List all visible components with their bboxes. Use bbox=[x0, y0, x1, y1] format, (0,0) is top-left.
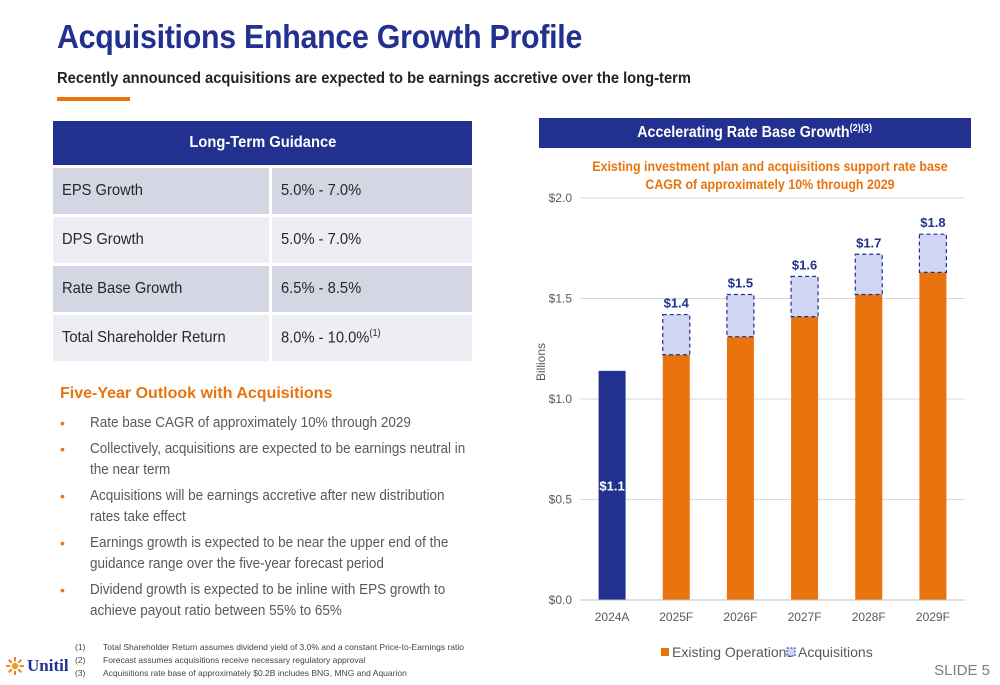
guidance-table-header: Long-Term Guidance bbox=[53, 121, 472, 165]
legend-swatch-existing bbox=[661, 648, 669, 656]
guidance-value: 6.5% - 8.5% bbox=[281, 280, 362, 297]
bar-existing-operations bbox=[662, 354, 690, 600]
bar-existing-operations bbox=[919, 272, 947, 600]
bar-acquisitions bbox=[790, 275, 819, 318]
list-item: • Dividend growth is expected to be inlin… bbox=[60, 582, 446, 619]
bar-existing-operations bbox=[791, 316, 819, 600]
data-label: $1.7 bbox=[856, 235, 881, 250]
sun-icon bbox=[6, 657, 24, 675]
legend-label: Acquisitions bbox=[798, 644, 873, 660]
guidance-value: 5.0% - 7.0% bbox=[281, 231, 362, 248]
y-tick-label: $1.5 bbox=[549, 292, 573, 306]
guidance-label: Rate Base Growth bbox=[62, 280, 183, 297]
page-subtitle: Recently announced acquisitions are expe… bbox=[57, 70, 691, 87]
x-tick-label: 2024A bbox=[595, 610, 630, 624]
footnote: (1) Total Shareholder Return assumes divi… bbox=[75, 642, 464, 652]
y-tick-label: $0.0 bbox=[549, 593, 573, 607]
bar-acquisitions bbox=[854, 253, 883, 296]
x-tick-label: 2026F bbox=[723, 610, 757, 624]
company-logo: Unitil bbox=[6, 656, 69, 676]
chart-title: Accelerating Rate Base Growth bbox=[637, 124, 850, 142]
rate-base-chart: $0.0 $0.5 $1.0 $1.5 $2.0 Billions 2024A $1.1 202… bbox=[534, 191, 965, 660]
data-label: $1.4 bbox=[664, 296, 690, 311]
chart-subtitle: Existing investment plan and acquisition… bbox=[592, 159, 948, 192]
y-tick-label: $0.5 bbox=[549, 493, 573, 507]
footnote: (2) Forecast assumes acquisitions receive… bbox=[75, 655, 366, 665]
legend-swatch-acquisitions bbox=[786, 647, 796, 657]
data-label: $1.8 bbox=[920, 215, 945, 230]
guidance-label: EPS Growth bbox=[62, 182, 143, 199]
x-tick-label: 2025F bbox=[659, 610, 693, 624]
guidance-value: 5.0% - 7.0% bbox=[281, 182, 362, 199]
footnotes: (1) Total Shareholder Return assumes divi… bbox=[75, 641, 464, 680]
data-label: $1.6 bbox=[792, 257, 817, 272]
guidance-table: Long-Term Guidance EPS Growth 5.0% - 7.0… bbox=[53, 121, 472, 361]
guidance-label: DPS Growth bbox=[62, 231, 144, 248]
y-axis-title: Billions bbox=[534, 343, 548, 381]
guidance-label: Total Shareholder Return bbox=[62, 329, 226, 346]
guidance-row: DPS Growth 5.0% - 7.0% bbox=[53, 217, 472, 263]
bullet-icon: • bbox=[60, 582, 65, 598]
chart-header: Accelerating Rate Base Growth(2)(3) bbox=[539, 118, 971, 148]
outlook-title: Five-Year Outlook with Acquisitions bbox=[60, 385, 333, 402]
footnote-ref: (2)(3) bbox=[849, 123, 873, 135]
bar-existing-operations bbox=[598, 370, 626, 600]
bullet-icon: • bbox=[60, 415, 65, 431]
outlook-bullet-list: • Rate base CAGR of approximately 10% thr… bbox=[60, 413, 480, 627]
guidance-value: 8.0% - 10.0% bbox=[281, 329, 370, 347]
data-label: $1.5 bbox=[728, 275, 753, 290]
bar-acquisitions bbox=[726, 293, 755, 338]
list-item: • Earnings growth is expected to be near … bbox=[60, 535, 449, 572]
page-title: Acquisitions Enhance Growth Profile bbox=[57, 18, 583, 55]
x-tick-label: 2027F bbox=[788, 610, 822, 624]
guidance-row: EPS Growth 5.0% - 7.0% bbox=[53, 168, 472, 214]
guidance-row: Total Shareholder Return 8.0% - 10.0%(1) bbox=[53, 315, 472, 361]
x-tick-label: 2029F bbox=[916, 610, 950, 624]
data-label: $1.1 bbox=[599, 478, 624, 493]
x-tick-label: 2028F bbox=[852, 610, 886, 624]
bar-acquisitions bbox=[918, 233, 948, 273]
y-tick-label: $2.0 bbox=[549, 191, 573, 205]
list-item: • Rate base CAGR of approximately 10% thr… bbox=[60, 413, 480, 434]
logo-text: Unitil bbox=[27, 656, 69, 675]
bullet-icon: • bbox=[60, 441, 65, 457]
guidance-row: Rate Base Growth 6.5% - 8.5% bbox=[53, 266, 472, 312]
title-accent-line bbox=[57, 97, 130, 101]
bullet-icon: • bbox=[60, 488, 65, 504]
legend-label: Existing Operations bbox=[672, 644, 793, 660]
bar-existing-operations bbox=[726, 336, 754, 600]
bar-existing-operations bbox=[855, 294, 883, 600]
list-item: • Collectively, acquisitions are expected… bbox=[60, 441, 466, 478]
list-item: • Acquisitions will be earnings accretive… bbox=[60, 488, 445, 525]
slide-number: SLIDE 5 bbox=[934, 662, 990, 679]
bar-acquisitions bbox=[662, 313, 691, 356]
y-tick-label: $1.0 bbox=[549, 392, 573, 406]
footnote: (3) Acquisitions rate base of approximate… bbox=[75, 668, 407, 678]
bullet-icon: • bbox=[60, 535, 65, 551]
footnote-ref: (1) bbox=[369, 328, 381, 340]
